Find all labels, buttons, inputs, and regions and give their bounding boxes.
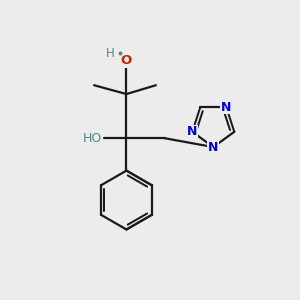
Text: H: H	[106, 47, 115, 60]
Text: HO: HO	[83, 132, 102, 145]
Text: N: N	[187, 125, 197, 138]
Text: N: N	[221, 100, 232, 114]
Text: O: O	[121, 54, 132, 67]
Text: N: N	[208, 141, 218, 154]
